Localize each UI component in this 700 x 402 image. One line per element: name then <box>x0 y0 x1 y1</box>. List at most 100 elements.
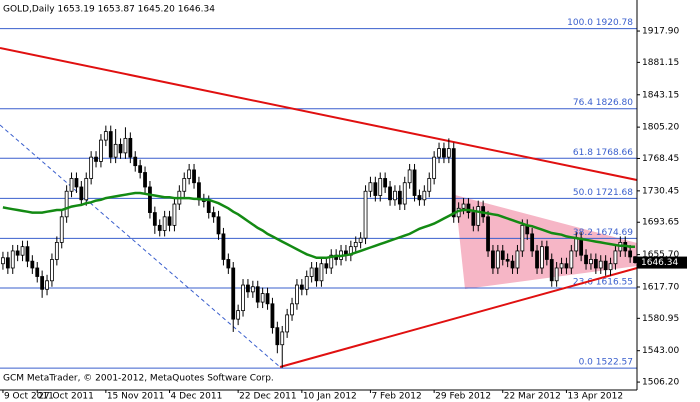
fib-label: 100.0 1920.78 <box>567 18 633 28</box>
candle-body <box>486 216 490 252</box>
fib-label: 38.2 1674.69 <box>573 228 633 238</box>
candle-body <box>123 137 128 154</box>
x-tick-label: 27 Oct 2011 <box>38 392 94 402</box>
fib-label: 50.0 1721.68 <box>573 188 633 198</box>
candle-body <box>35 267 40 277</box>
candle-body <box>270 303 275 329</box>
candle-body <box>304 276 309 290</box>
fib-label: 61.8 1768.66 <box>573 148 633 158</box>
candle-body <box>628 250 633 258</box>
candle-body <box>363 190 368 239</box>
triangle-pattern <box>455 195 637 289</box>
candle-body <box>397 190 402 205</box>
candle-body <box>554 267 559 282</box>
candle-body <box>476 206 481 226</box>
candle-body <box>422 190 427 201</box>
candle-body <box>20 246 25 256</box>
candle-body <box>192 169 196 184</box>
candle-body <box>265 293 270 305</box>
candle-body <box>412 169 417 196</box>
candle-body <box>466 203 471 213</box>
candle-body <box>324 263 329 269</box>
candle-body <box>491 250 495 269</box>
candle-body <box>589 259 593 265</box>
candle-body <box>89 156 94 179</box>
candle-body <box>187 169 192 179</box>
candle-body <box>633 256 637 263</box>
candle-body <box>574 237 579 252</box>
candle-body <box>197 182 201 201</box>
x-tick-label: 7 Feb 2012 <box>371 392 421 402</box>
candle-body <box>559 263 564 269</box>
y-tick-label: 1843.15 <box>642 90 679 100</box>
candle-body <box>30 260 35 269</box>
candle-body <box>15 250 20 256</box>
candle-body <box>138 165 143 173</box>
y-tick-label: 1580.95 <box>642 314 679 324</box>
candle-body <box>84 178 89 201</box>
candle-body <box>295 284 299 305</box>
candle-body <box>25 246 30 262</box>
candle-body <box>231 267 236 320</box>
y-tick-label: 1506.20 <box>642 378 679 388</box>
candle-body <box>143 172 147 188</box>
candle-body <box>442 148 446 158</box>
chart-title: GOLD,Daily 1653.19 1653.87 1645.20 1646.… <box>3 5 215 15</box>
candle-body <box>54 242 59 260</box>
candle-body <box>59 216 64 243</box>
y-tick-label: 1543.00 <box>642 346 679 356</box>
candle-body <box>393 190 397 201</box>
candle-body <box>246 284 250 293</box>
candle-body <box>358 237 363 243</box>
candle-body <box>500 250 505 260</box>
candle-body <box>45 280 49 290</box>
y-tick-label: 1917.90 <box>642 27 679 37</box>
current-price: 1646.34 <box>641 258 678 268</box>
candle-body <box>182 178 187 192</box>
candle-body <box>388 186 392 201</box>
y-tick-label: 1655.70 <box>642 250 679 260</box>
candle-body <box>383 178 388 188</box>
candle-body <box>250 286 255 293</box>
candle-body <box>157 224 162 231</box>
candle-body <box>103 131 108 141</box>
candle-body <box>10 250 15 269</box>
candle-body <box>613 250 618 265</box>
x-tick-label: 13 Apr 2012 <box>567 392 623 402</box>
fib-label: 23.6 1616.55 <box>573 277 633 287</box>
candle-body <box>432 156 437 179</box>
x-tick-label: 10 Jan 2012 <box>303 392 357 402</box>
candle-body <box>598 260 603 269</box>
candle-body <box>427 178 432 192</box>
support-line <box>279 267 638 368</box>
candle-body <box>446 148 451 158</box>
candle-body <box>515 250 520 269</box>
candle-body <box>579 237 584 256</box>
candle-body <box>540 246 544 269</box>
candle-body <box>99 139 103 162</box>
candle-body <box>74 178 79 188</box>
candle-body <box>368 182 373 192</box>
candle-body <box>329 254 334 269</box>
candle-body <box>148 186 152 213</box>
candle-body <box>495 250 500 269</box>
x-tick-label: 29 Feb 2012 <box>435 392 491 402</box>
candle-body <box>520 224 525 252</box>
candle-body <box>211 212 216 218</box>
candle-body <box>64 190 69 218</box>
candle-body <box>69 178 74 192</box>
candle-body <box>461 203 466 209</box>
candle-body <box>133 156 138 167</box>
candle-body <box>608 263 613 271</box>
candle-body <box>417 195 422 201</box>
candle-body <box>569 250 574 269</box>
candle-body <box>280 331 285 346</box>
candle-body <box>172 203 177 226</box>
x-tick-label: 22 Dec 2011 <box>239 392 297 402</box>
candle-body <box>299 284 304 290</box>
candle-body <box>373 182 378 196</box>
fibonacci: 100.0 1920.78 76.4 1826.80 61.8 1768.66 50.… <box>0 18 637 369</box>
candle-body <box>353 242 358 248</box>
y-tick-label: 1617.70 <box>642 283 679 293</box>
